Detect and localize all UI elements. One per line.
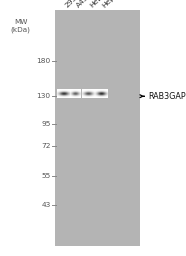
Text: 43: 43: [41, 201, 51, 208]
Text: MW
(kDa): MW (kDa): [11, 19, 30, 33]
Text: HeLa: HeLa: [88, 0, 106, 9]
Text: HepG2: HepG2: [101, 0, 124, 9]
FancyBboxPatch shape: [55, 10, 140, 246]
Text: 55: 55: [41, 173, 51, 179]
Text: 72: 72: [41, 143, 51, 149]
Text: 180: 180: [36, 58, 51, 64]
Text: 130: 130: [37, 93, 51, 99]
Text: 293T: 293T: [64, 0, 82, 9]
Text: RAB3GAP1: RAB3GAP1: [148, 92, 186, 101]
Text: A431: A431: [75, 0, 93, 9]
Text: 95: 95: [41, 121, 51, 127]
